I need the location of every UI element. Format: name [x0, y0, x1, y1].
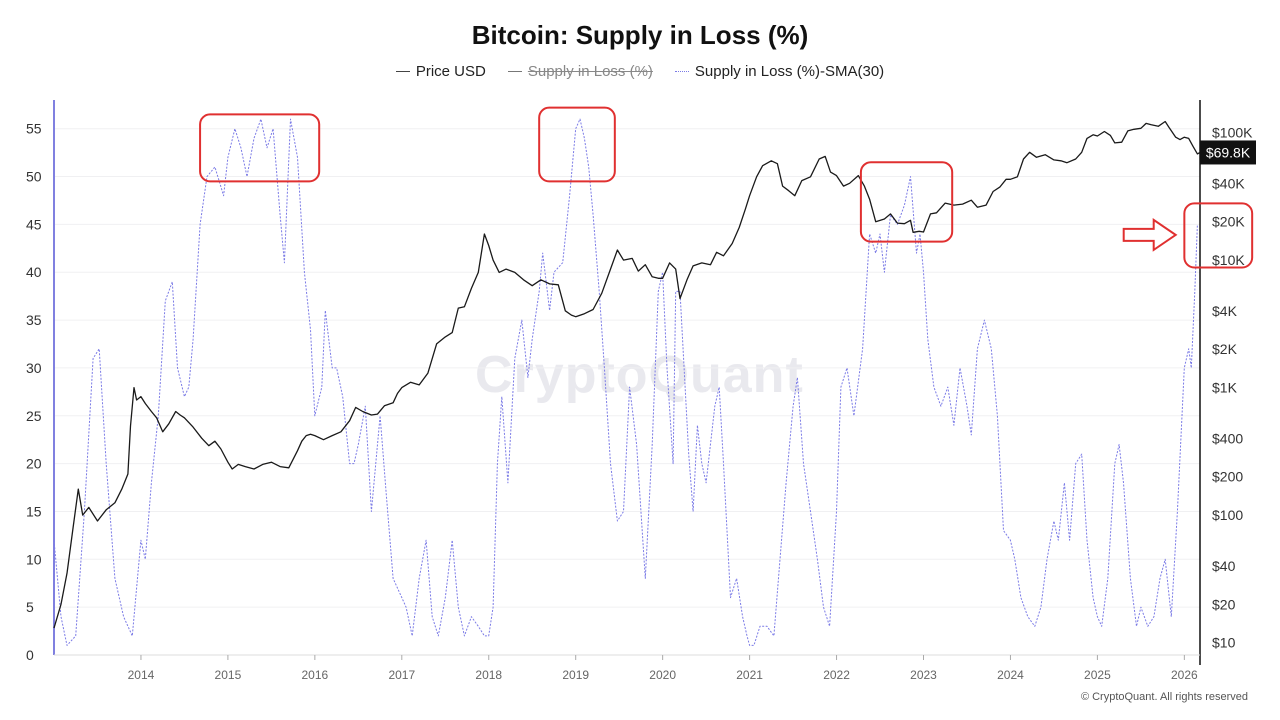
right-tick-label-4000: $4K: [1212, 303, 1238, 319]
chart-legend: Price USD Supply in Loss (%) Supply in L…: [0, 63, 1280, 80]
annotations-layer: [199, 106, 1254, 269]
legend-item-supply-in-loss[interactable]: Supply in Loss (%): [507, 63, 653, 80]
right-tick-label-20: $20: [1212, 596, 1236, 612]
right-tick-label-200: $200: [1212, 469, 1243, 485]
right-tick-label-100: $100: [1212, 507, 1243, 523]
legend-label-supply-in-loss: Supply in Loss (%): [527, 63, 653, 80]
x-tick-label-2020: 2020: [649, 668, 676, 682]
x-tick-label-2021: 2021: [736, 668, 763, 682]
right-tick-label-40: $40: [1212, 558, 1236, 574]
annotation-box-2026: [1183, 202, 1254, 269]
right-tick-label-10: $10: [1212, 635, 1236, 651]
right-tick-label-1000: $1K: [1212, 380, 1238, 396]
left-tick-label-25: 25: [26, 408, 42, 424]
annotation-box-2022: [859, 161, 954, 243]
price-badge-layer: $69.8K: [1200, 140, 1256, 165]
legend-swatch-sma30: [674, 71, 689, 72]
price-badge: [1200, 140, 1256, 165]
price-badge-label: $69.8K: [1206, 144, 1251, 160]
legend-swatch-supply-in-loss: [507, 71, 522, 72]
left-tick-label-0: 0: [26, 647, 34, 663]
x-axis: 2014 2015 2016 2017 2018 2019 2020 2021 2022 2023…: [54, 654, 1200, 682]
x-tick-label-2014: 2014: [128, 668, 155, 682]
x-tick-label-2016: 2016: [301, 668, 328, 682]
watermark-logo: CryptoQuant: [475, 346, 804, 404]
legend-swatch-price: [395, 71, 410, 72]
left-tick-label-30: 30: [26, 360, 42, 376]
copyright-text: © CryptoQuant. All rights reserved: [1080, 691, 1248, 703]
x-tick-label-2018: 2018: [475, 668, 502, 682]
legend-label-sma30: Supply in Loss (%)-SMA(30): [694, 63, 885, 80]
annotation-box-2015: [199, 113, 321, 183]
x-tick-label-2026: 2026: [1171, 668, 1198, 682]
left-tick-label-10: 10: [26, 551, 42, 567]
right-tick-label-20000: $20K: [1212, 214, 1245, 230]
left-tick-label-5: 5: [26, 599, 34, 615]
left-tick-label-15: 15: [26, 503, 42, 519]
x-tick-label-2015: 2015: [215, 668, 242, 682]
price-usd-line: [53, 120, 1201, 629]
x-tick-label-2017: 2017: [388, 668, 415, 682]
left-tick-label-20: 20: [26, 456, 42, 472]
legend-item-price[interactable]: Price USD: [395, 63, 486, 80]
left-y-axis: 0 5 10 15 20 25 30 35 40 45 50 55: [26, 100, 55, 663]
annotation-box-2019: [538, 106, 616, 183]
left-tick-label-55: 55: [26, 121, 42, 137]
series-layer: [53, 118, 1201, 646]
right-y-axis: $10 $20 $40 $100 $200 $400 $1K $2K $4K $10K $20K $4…: [1199, 100, 1253, 665]
x-tick-label-2023: 2023: [910, 668, 937, 682]
annotation-arrow-icon: [1122, 218, 1178, 252]
left-tick-label-40: 40: [26, 264, 42, 280]
right-tick-label-400: $400: [1212, 430, 1243, 446]
x-tick-label-2025: 2025: [1084, 668, 1111, 682]
x-tick-label-2022: 2022: [823, 668, 850, 682]
right-tick-label-10000: $10K: [1212, 252, 1245, 268]
chart-title: Bitcoin: Supply in Loss (%): [471, 20, 809, 50]
legend-item-sma30[interactable]: Supply in Loss (%)-SMA(30): [674, 63, 885, 80]
left-tick-label-35: 35: [26, 312, 42, 328]
right-tick-label-40000: $40K: [1212, 175, 1245, 191]
left-tick-label-45: 45: [26, 216, 42, 232]
right-tick-label-2000: $2K: [1212, 341, 1238, 357]
legend-label-price: Price USD: [415, 63, 486, 80]
x-tick-label-2024: 2024: [997, 668, 1024, 682]
right-tick-label-100000: $100K: [1212, 125, 1253, 141]
grid-lines: [54, 128, 1200, 656]
x-tick-label-2019: 2019: [562, 668, 589, 682]
left-tick-label-50: 50: [26, 169, 42, 185]
sma30-line: [53, 118, 1198, 646]
